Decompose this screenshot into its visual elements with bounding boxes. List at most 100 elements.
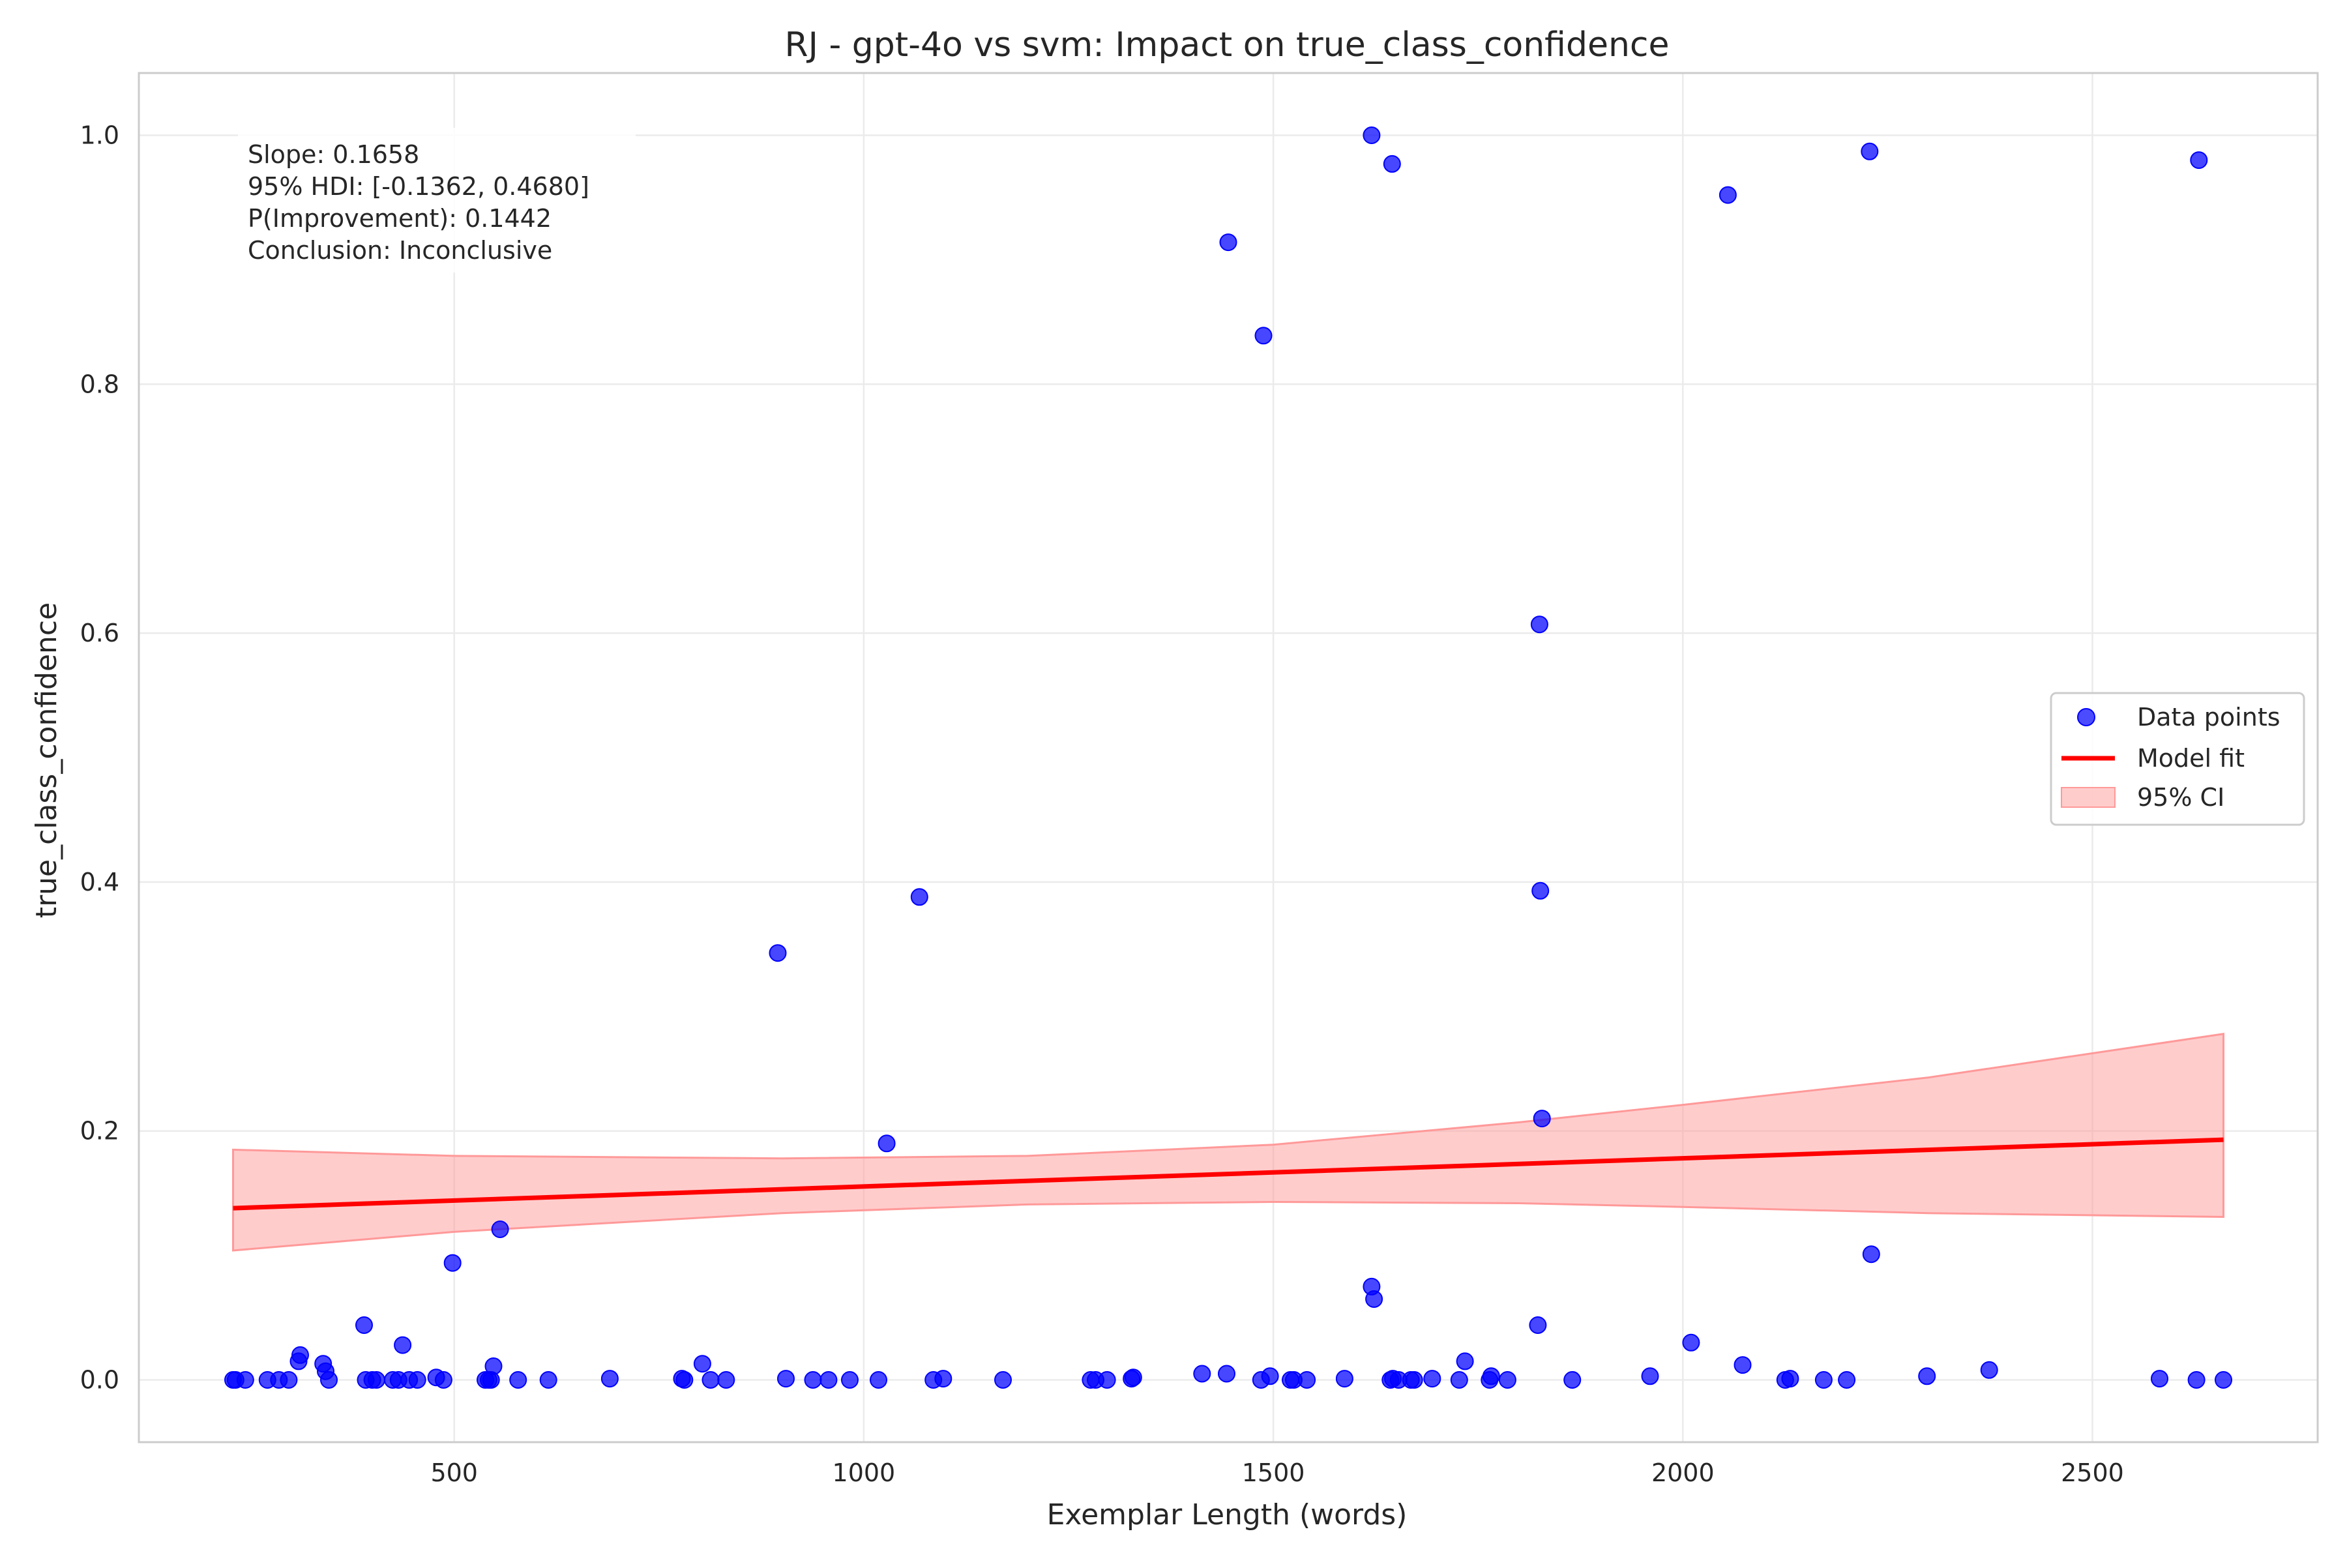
data-point xyxy=(1531,881,1550,900)
x-tick-label: 500 xyxy=(430,1458,478,1487)
data-point xyxy=(1124,1368,1142,1387)
data-point xyxy=(1918,1367,1936,1385)
data-point xyxy=(2215,1371,2232,1389)
data-point xyxy=(1734,1356,1752,1374)
x-tick-label: 1500 xyxy=(1242,1458,1305,1487)
data-point xyxy=(934,1370,952,1388)
data-point xyxy=(1456,1352,1474,1370)
data-point xyxy=(1861,142,1879,160)
data-point xyxy=(1980,1361,1998,1379)
data-point xyxy=(1098,1371,1116,1389)
stats-box: Slope: 0.1658 95% HDI: [-0.1362, 0.4680]… xyxy=(238,128,636,273)
y-tick-label: 0.6 xyxy=(80,619,119,647)
stats-box-background xyxy=(238,128,636,273)
data-point xyxy=(1423,1370,1441,1388)
data-point xyxy=(434,1371,452,1389)
data-point xyxy=(2190,151,2208,170)
stats-slope: Slope: 0.1658 xyxy=(248,140,419,169)
stats-hdi: 95% HDI: [-0.1362, 0.4680] xyxy=(248,172,589,201)
plot-frame xyxy=(138,72,2319,1443)
legend-label-model-fit: Model fit xyxy=(2137,744,2245,773)
data-point xyxy=(509,1371,527,1389)
y-tick-label: 0.0 xyxy=(80,1366,119,1395)
data-point xyxy=(1365,1290,1383,1308)
data-point xyxy=(804,1371,822,1389)
model-fit-line xyxy=(233,1137,2224,1211)
y-axis-label: true_class_confidence xyxy=(30,602,63,918)
spine-layer xyxy=(138,72,2319,1443)
y-tick-label: 0.4 xyxy=(80,868,119,896)
data-point xyxy=(1298,1371,1316,1389)
fit-layer xyxy=(233,1137,2224,1211)
data-point xyxy=(394,1336,412,1354)
data-point xyxy=(777,1370,795,1388)
data-point xyxy=(1482,1367,1500,1385)
data-point xyxy=(491,1220,509,1238)
data-point xyxy=(236,1371,254,1389)
data-point xyxy=(1261,1367,1279,1385)
y-tick-label: 0.2 xyxy=(80,1117,119,1146)
data-point xyxy=(870,1371,887,1389)
data-point xyxy=(1533,1110,1551,1128)
stats-conclusion: Conclusion: Inconclusive xyxy=(248,236,552,265)
ci-band xyxy=(232,1033,2224,1252)
data-point xyxy=(367,1371,385,1389)
data-point xyxy=(1719,186,1737,204)
data-point xyxy=(539,1371,557,1389)
data-point xyxy=(1254,327,1273,345)
data-point xyxy=(1563,1371,1582,1389)
data-point xyxy=(1218,1365,1235,1383)
data-point xyxy=(1862,1245,1880,1264)
legend: Data points Model fit 95% CI xyxy=(2050,692,2305,826)
data-point xyxy=(291,1346,309,1364)
data-point xyxy=(2187,1371,2206,1389)
data-point xyxy=(484,1357,503,1375)
legend-marker-data-points xyxy=(2077,708,2095,726)
data-point xyxy=(1405,1371,1423,1389)
grid-layer xyxy=(139,73,2318,1442)
data-point xyxy=(280,1371,298,1389)
data-point xyxy=(675,1371,694,1389)
data-point xyxy=(443,1254,462,1272)
chart-title: RJ - gpt-4o vs svm: Impact on true_class… xyxy=(785,25,1670,65)
data-point xyxy=(1781,1370,1799,1388)
data-point xyxy=(2151,1370,2168,1388)
y-tick-label: 0.8 xyxy=(80,370,119,398)
data-point xyxy=(717,1371,735,1389)
legend-marker-ci xyxy=(2061,787,2116,808)
data-point xyxy=(320,1371,338,1389)
data-point xyxy=(355,1316,373,1334)
data-point xyxy=(1529,1316,1547,1334)
x-tick-label: 2000 xyxy=(1651,1458,1715,1487)
data-point xyxy=(693,1355,711,1373)
data-point xyxy=(1335,1370,1353,1388)
x-tick-label: 1000 xyxy=(833,1458,896,1487)
data-point xyxy=(1450,1371,1468,1389)
data-point xyxy=(1219,233,1237,252)
y-tick-label: 1.0 xyxy=(80,121,119,149)
tick-layer: 500 1000 1500 2000 2500 0.0 0.2 0.4 0.6 0.8 1.0 xyxy=(80,121,2124,1487)
data-point xyxy=(994,1371,1012,1389)
data-point xyxy=(769,944,787,962)
data-point xyxy=(408,1371,426,1389)
stats-p-improvement: P(Improvement): 0.1442 xyxy=(248,204,552,233)
data-point xyxy=(878,1134,896,1153)
data-point xyxy=(910,888,928,906)
data-point xyxy=(1193,1365,1211,1383)
data-point xyxy=(1498,1371,1516,1389)
x-axis-label: Exemplar Length (words) xyxy=(1047,1498,1408,1531)
data-point xyxy=(841,1371,859,1389)
data-point xyxy=(600,1370,619,1388)
data-point xyxy=(1814,1371,1833,1389)
ci-layer xyxy=(232,1033,2224,1252)
data-point xyxy=(819,1371,838,1389)
points-layer xyxy=(224,126,2232,1389)
legend-label-ci: 95% CI xyxy=(2137,783,2224,812)
legend-label-data-points: Data points xyxy=(2137,703,2281,732)
data-point xyxy=(1530,615,1548,634)
data-point xyxy=(1838,1371,1856,1389)
x-tick-label: 2500 xyxy=(2061,1458,2124,1487)
data-point xyxy=(1383,155,1401,173)
